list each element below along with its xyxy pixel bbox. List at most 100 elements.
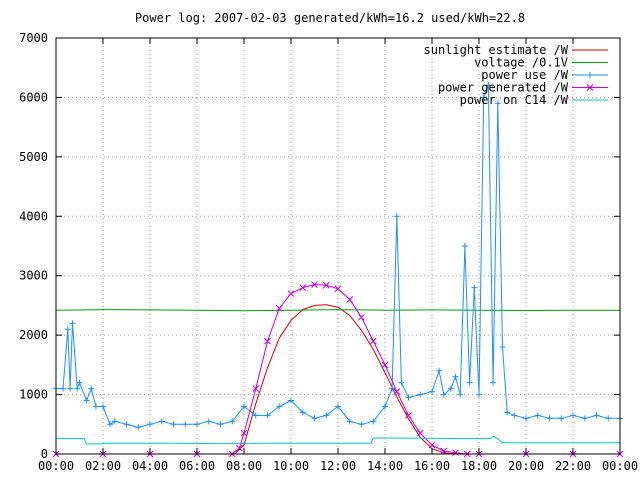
data-point-marker <box>182 421 189 428</box>
x-tick-label: 16:00 <box>414 459 450 473</box>
data-point-marker <box>358 421 365 428</box>
grid <box>56 38 620 454</box>
y-tick-label: 5000 <box>19 150 48 164</box>
data-point-marker <box>485 82 492 89</box>
data-point-marker <box>158 418 165 425</box>
data-point-marker <box>123 421 130 428</box>
x-tick-label: 00:00 <box>602 459 638 473</box>
data-point-marker <box>466 379 473 386</box>
data-point-marker <box>593 412 600 419</box>
data-point-marker <box>74 385 81 392</box>
data-point-marker <box>393 213 400 220</box>
data-point-marker <box>111 418 118 425</box>
data-point-marker <box>240 429 248 437</box>
data-point-marker <box>405 412 412 419</box>
x-tick-label: 22:00 <box>555 459 591 473</box>
data-point-marker <box>511 412 518 419</box>
data-point-marker <box>335 403 341 410</box>
data-point-marker <box>416 429 424 437</box>
y-tick-label: 6000 <box>19 90 48 104</box>
x-tick-label: 06:00 <box>179 459 215 473</box>
x-tick-label: 02:00 <box>85 459 121 473</box>
data-point-marker <box>369 337 377 345</box>
data-point-marker <box>334 285 342 293</box>
data-point-marker <box>346 418 353 425</box>
series-line <box>234 304 463 455</box>
x-tick-label: 10:00 <box>273 459 309 473</box>
data-point-marker <box>534 412 541 419</box>
legend-label: power use /W <box>481 68 568 82</box>
data-point-marker <box>229 418 236 425</box>
data-point-marker <box>107 421 114 428</box>
data-point-marker <box>235 444 243 452</box>
data-point-marker <box>457 391 464 398</box>
data-point-marker <box>275 305 283 312</box>
y-tick-label: 4000 <box>19 209 48 223</box>
data-point-marker <box>299 409 306 416</box>
data-point-marker <box>523 415 529 422</box>
y-tick-label: 2000 <box>19 328 48 342</box>
data-point-marker <box>69 320 76 327</box>
data-point-marker <box>570 412 576 419</box>
data-point-marker <box>480 94 487 101</box>
data-point-marker <box>436 367 443 374</box>
series-3 <box>53 82 623 431</box>
data-point-marker <box>264 337 271 345</box>
data-point-marker <box>264 412 271 419</box>
data-point-marker <box>276 403 283 410</box>
data-point-marker <box>170 421 177 428</box>
data-point-marker <box>287 290 295 297</box>
data-point-marker <box>88 385 95 392</box>
data-point-marker <box>370 418 377 425</box>
data-point-marker <box>92 403 99 410</box>
data-point-marker <box>100 403 106 410</box>
data-point-marker <box>76 379 83 386</box>
data-point-marker <box>586 84 594 91</box>
legend-label: voltage /0.1V <box>474 56 568 70</box>
data-point-marker <box>323 412 330 419</box>
data-point-marker <box>581 415 588 422</box>
data-point-marker <box>587 72 593 78</box>
series-line <box>55 309 620 312</box>
data-point-marker <box>381 361 389 369</box>
series-line <box>56 435 620 445</box>
chart-title: Power log: 2007-02-03 generated/kWh=16.2… <box>135 11 525 25</box>
data-point-marker <box>67 385 74 392</box>
data-point-marker <box>60 385 67 392</box>
data-point-marker <box>299 284 307 291</box>
data-point-marker <box>494 100 501 107</box>
x-tick-label: 08:00 <box>226 459 262 473</box>
x-axis: 00:00 02:00 04:00 06:00 08:00 10:00 12:00 14:00… <box>38 38 638 473</box>
y-axis: 0 1000 2000 3000 4000 5000 6000 7000 <box>19 31 620 461</box>
data-point-marker <box>288 397 294 404</box>
x-tick-label: 20:00 <box>508 459 544 473</box>
data-point-marker <box>452 373 459 380</box>
data-point-marker <box>605 415 612 422</box>
legend-label: power on C14 /W <box>460 93 569 107</box>
data-point-marker <box>194 421 200 428</box>
series-2 <box>55 309 620 312</box>
legend-label: power generated /W <box>438 81 569 95</box>
x-tick-label: 18:00 <box>461 459 497 473</box>
data-point-marker <box>429 388 435 395</box>
data-point-marker <box>558 415 565 422</box>
y-tick-label: 0 <box>41 447 48 461</box>
data-point-marker <box>499 344 506 351</box>
legend-label: sunlight estimate /W <box>424 43 569 57</box>
data-point-marker <box>64 326 71 333</box>
data-point-marker <box>452 449 459 457</box>
x-tick-label: 00:00 <box>38 459 74 473</box>
data-point-marker <box>398 379 405 386</box>
data-point-marker <box>393 388 401 395</box>
data-point-marker <box>417 391 424 398</box>
data-point-marker <box>471 284 478 291</box>
data-point-marker <box>252 385 260 392</box>
data-point-marker <box>490 379 497 386</box>
data-point-marker <box>546 415 553 422</box>
x-tick-label: 12:00 <box>320 459 356 473</box>
data-point-marker <box>311 415 318 422</box>
data-point-marker <box>322 281 330 289</box>
data-point-marker <box>217 421 224 428</box>
